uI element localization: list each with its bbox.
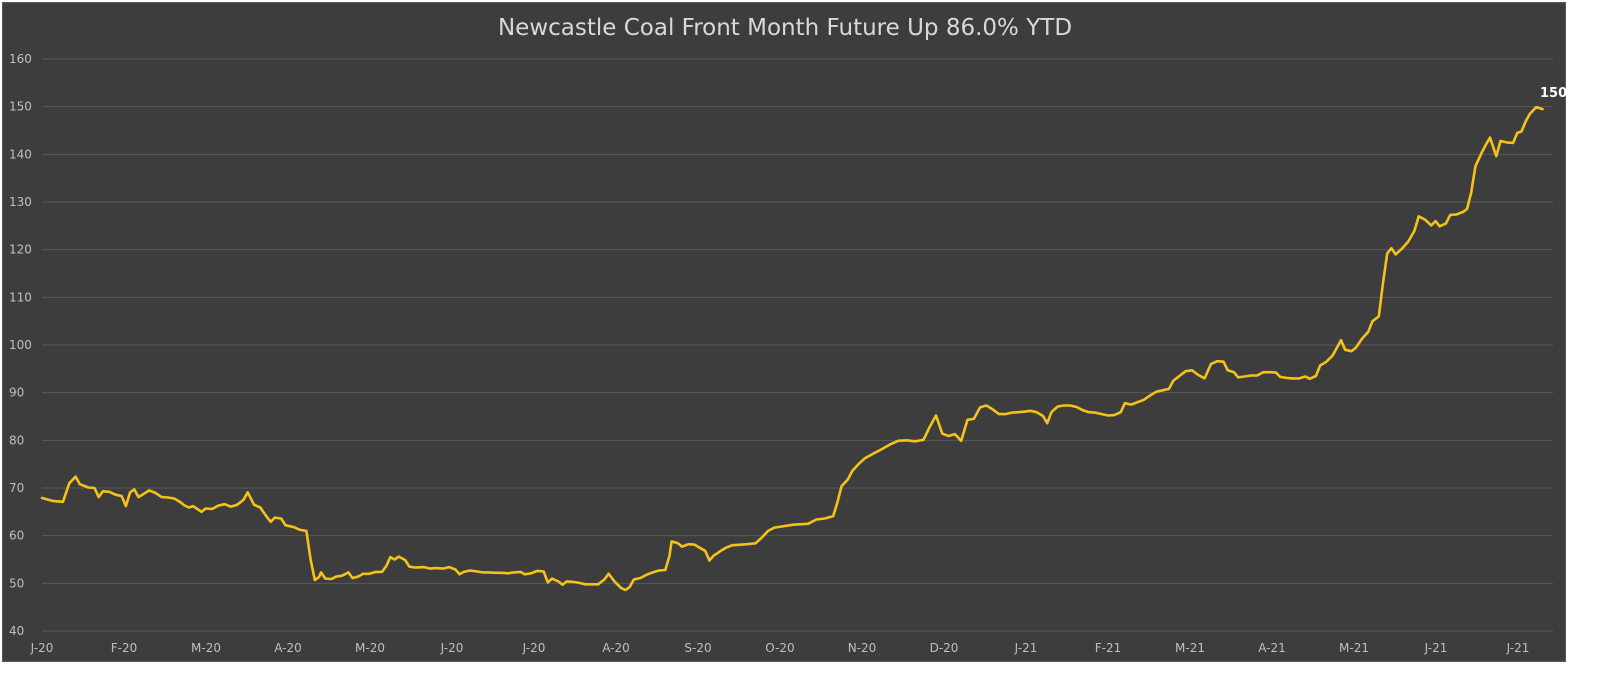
chart-frame: Newcastle Coal Front Month Future Up 86.… (2, 2, 1566, 662)
x-tick-label: M-21 (1339, 641, 1369, 655)
y-tick-label: 40 (9, 624, 24, 638)
x-tick-label: M-21 (1175, 641, 1205, 655)
data-label-layer: 150 (1540, 86, 1567, 101)
y-tick-label: 120 (9, 243, 32, 257)
x-tick-label: A-21 (1258, 641, 1286, 655)
x-tick-label: D-20 (930, 641, 959, 655)
chart-title: Newcastle Coal Front Month Future Up 86.… (497, 15, 1073, 41)
x-tick-label: J-21 (1506, 641, 1530, 655)
gridlines (42, 58, 1553, 632)
y-tick-label: 150 (9, 100, 32, 114)
y-tick-label: 90 (9, 386, 24, 400)
x-axis-tick-labels: J-20 F-20 M-20 A-20 M-20 J-20 J-20 A-20 S-20 O-20… (30, 641, 1530, 655)
y-tick-label: 80 (9, 433, 24, 447)
x-tick-label: S-20 (684, 641, 711, 655)
y-axis-tick-labels: 40 50 60 70 80 90 100 110 120 130 140 150 160 (9, 52, 32, 638)
x-tick-label: A-20 (274, 641, 302, 655)
x-tick-label: J-20 (30, 641, 54, 655)
x-tick-label: J-21 (1014, 641, 1038, 655)
series-layer (40, 105, 1544, 592)
x-tick-label: N-20 (848, 641, 877, 655)
x-tick-label: F-20 (111, 641, 138, 655)
x-tick-label: J-20 (522, 641, 546, 655)
x-tick-label: M-20 (355, 641, 385, 655)
x-tick-label: J-20 (440, 641, 464, 655)
y-tick-label: 60 (9, 529, 24, 543)
x-tick-label: F-21 (1095, 641, 1122, 655)
y-tick-label: 70 (9, 481, 24, 495)
y-tick-label: 50 (9, 576, 24, 590)
y-tick-label: 110 (9, 290, 32, 304)
y-tick-label: 140 (9, 147, 32, 161)
x-tick-label: A-20 (602, 641, 630, 655)
x-tick-label: O-20 (765, 641, 794, 655)
y-tick-label: 160 (9, 52, 32, 66)
y-tick-label: 130 (9, 195, 32, 209)
x-tick-label: J-21 (1424, 641, 1448, 655)
y-tick-label: 100 (9, 338, 32, 352)
end-value-label: 150 (1540, 86, 1567, 101)
series-line (40, 105, 1544, 592)
x-tick-label: M-20 (191, 641, 221, 655)
